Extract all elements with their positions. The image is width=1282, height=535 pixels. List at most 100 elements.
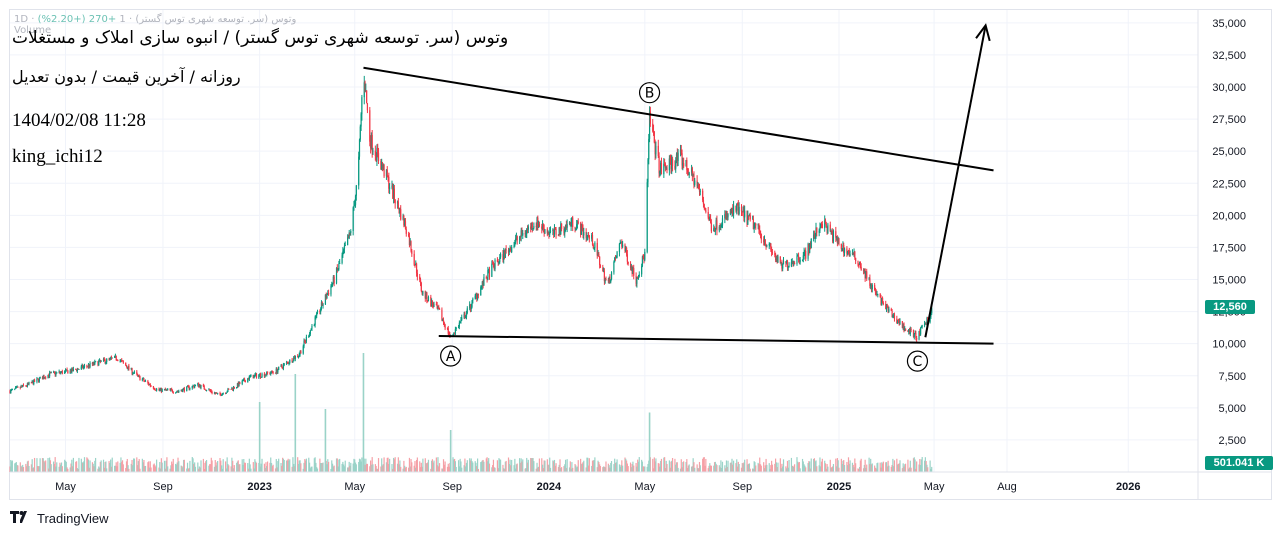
candle-body [363, 82, 365, 98]
volume-bar [699, 465, 701, 472]
candle-body [221, 393, 223, 396]
candle-body [430, 297, 432, 307]
volume-bar [221, 468, 223, 472]
volume-bar [221, 465, 223, 472]
candle-body [801, 259, 804, 261]
volume-bar [525, 468, 527, 472]
volume-bar [808, 461, 810, 472]
candle-body [643, 258, 645, 260]
candle-body [748, 215, 751, 217]
candle-body [920, 326, 923, 329]
volume-bar [615, 462, 617, 472]
candle-body [824, 220, 826, 229]
volume-bar [919, 458, 921, 472]
candle-body [82, 365, 84, 369]
volume-bar [209, 464, 212, 472]
candle-body [771, 249, 773, 253]
volume-bar [220, 460, 222, 472]
candle-body [15, 387, 17, 388]
volume-bar [692, 458, 694, 472]
candle-body [16, 386, 18, 388]
candle-body [121, 360, 124, 362]
volume-bar [183, 459, 185, 472]
candle-body [502, 254, 504, 260]
candle-body [685, 159, 687, 167]
candle-body [404, 221, 406, 226]
volume-bar [652, 458, 654, 472]
candle-body [899, 321, 901, 325]
volume-bar [594, 457, 596, 472]
candle-body [576, 224, 578, 229]
candle-body [748, 215, 750, 217]
volume-bar [265, 462, 267, 472]
candle-body [504, 249, 506, 259]
candle-body [58, 371, 60, 373]
candle-body [855, 257, 857, 262]
candle-body [171, 389, 173, 391]
volume-bar [880, 467, 882, 472]
volume-bar [330, 468, 332, 472]
volume-bar [782, 459, 785, 472]
candle-body [297, 356, 299, 357]
volume-bar [64, 459, 66, 472]
candle-body [809, 243, 811, 253]
tradingview-brand[interactable]: TradingView [10, 510, 109, 526]
volume-bar [614, 458, 616, 472]
candle-body [156, 388, 158, 391]
volume-bar [42, 458, 44, 472]
volume-bar [466, 460, 468, 472]
volume-bar [210, 457, 212, 472]
chart-frame[interactable] [9, 9, 1272, 500]
candle-body [465, 313, 468, 317]
volume-bar [731, 458, 733, 472]
volume-bar [714, 461, 716, 472]
candle-body [763, 239, 765, 243]
volume-bar [802, 461, 804, 472]
volume-bar [530, 457, 532, 472]
candle-body [193, 385, 195, 388]
candle-body [814, 237, 816, 239]
volume-bar [83, 461, 85, 472]
volume-bar [902, 463, 904, 472]
candle-body [209, 390, 212, 392]
candle-body [719, 226, 721, 228]
candle-body [503, 251, 506, 259]
candle-body [549, 230, 552, 232]
candle-body [20, 386, 22, 388]
candle-body [614, 257, 617, 259]
candle-body [159, 389, 161, 391]
volume-bar [32, 468, 34, 472]
volume-bar [386, 457, 388, 472]
volume-bar [918, 464, 920, 472]
volume-bar [225, 468, 227, 472]
volume-bar [94, 460, 96, 472]
volume-bar [230, 466, 232, 472]
candle-body [864, 268, 866, 279]
volume-bar [244, 462, 246, 472]
candle-body [331, 285, 333, 286]
candle-body [455, 327, 457, 330]
candle-body [30, 382, 32, 384]
candle-body [546, 229, 548, 234]
candle-body [576, 221, 579, 225]
volume-bar [263, 463, 266, 472]
volume-bar [704, 465, 706, 472]
volume-bar [97, 468, 99, 472]
candle-body [265, 374, 267, 376]
volume-bar [70, 463, 72, 472]
candle-body [241, 380, 243, 384]
volume-bar [278, 458, 280, 472]
candle-body [792, 261, 794, 264]
volume-bar [308, 457, 310, 472]
candle-body [83, 366, 85, 369]
volume-bar [493, 467, 495, 472]
volume-bar [59, 462, 61, 472]
candle-body [514, 242, 516, 246]
volume-bar [671, 457, 674, 472]
volume-bar [366, 463, 369, 472]
candle-body [875, 292, 877, 295]
volume-bar [686, 459, 688, 472]
candle-body [759, 230, 761, 231]
candle-body [610, 279, 612, 283]
